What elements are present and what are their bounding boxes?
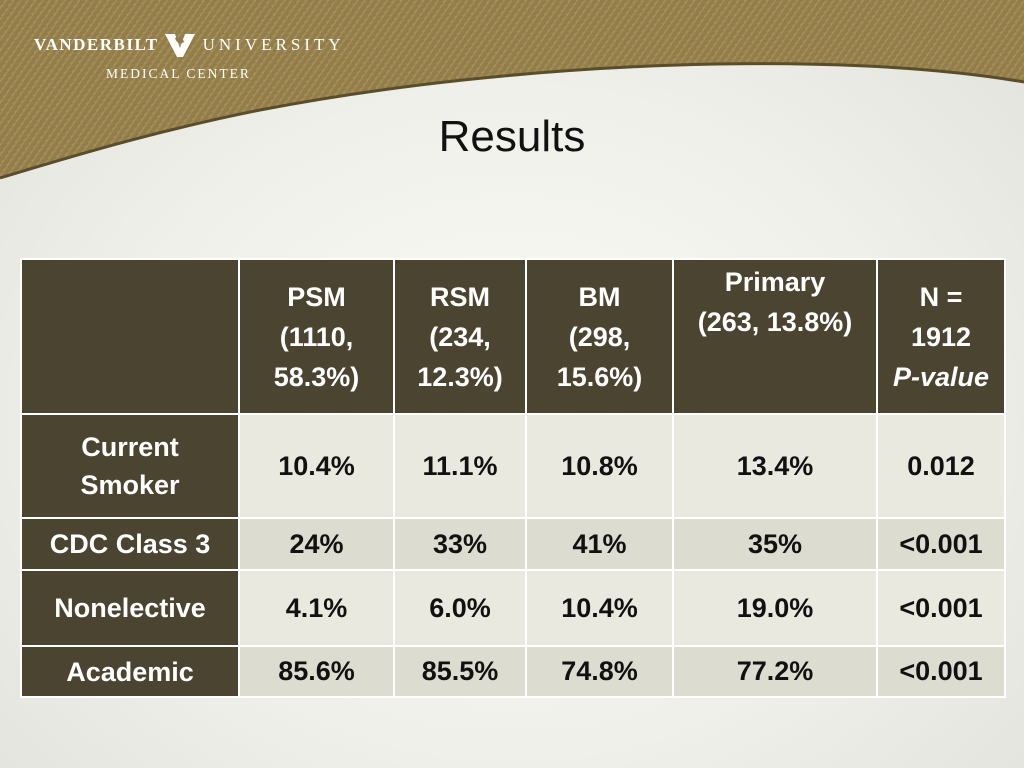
vanderbilt-logo: VANDERBILT UNIVERSITY MEDICAL CENTER	[34, 28, 341, 86]
table-header-row: PSM (1110, 58.3%) RSM (234, 12.3%) BM (2…	[20, 258, 1006, 415]
table-cell: 10.4%	[525, 569, 674, 647]
table-row: CDC Class 3 24% 33% 41% 35% <0.001	[20, 517, 1006, 571]
row-label-nonelective: Nonelective	[20, 569, 240, 647]
vanderbilt-v-oak-leaf-icon	[164, 34, 195, 57]
logo-subtitle: MEDICAL CENTER	[106, 66, 251, 81]
table-cell: 0.012	[876, 413, 1006, 519]
header-cell-psm: PSM (1110, 58.3%)	[238, 258, 395, 415]
logo-word-left: VANDERBILT	[34, 35, 159, 54]
table-cell: 74.8%	[525, 645, 674, 698]
header-cell-n-pvalue: N = 1912 P-value	[876, 258, 1006, 415]
table-cell: 85.6%	[238, 645, 395, 698]
table-cell: 24%	[238, 517, 395, 571]
header-cell-primary: Primary (263, 13.8%)	[672, 258, 878, 415]
row-label-academic: Academic	[20, 645, 240, 698]
table-row: Current Smoker 10.4% 11.1% 10.8% 13.4% 0…	[20, 413, 1006, 519]
table-cell: 35%	[672, 517, 878, 571]
table-row: Academic 85.6% 85.5% 74.8% 77.2% <0.001	[20, 645, 1006, 698]
results-table: PSM (1110, 58.3%) RSM (234, 12.3%) BM (2…	[20, 258, 1006, 698]
table-cell: 13.4%	[672, 413, 878, 519]
table-cell: 11.1%	[393, 413, 527, 519]
table-cell: <0.001	[876, 569, 1006, 647]
table-cell: 10.4%	[238, 413, 395, 519]
table-cell: 10.8%	[525, 413, 674, 519]
header-banner	[0, 0, 1024, 180]
table-cell: 41%	[525, 517, 674, 571]
table-cell: 4.1%	[238, 569, 395, 647]
table-cell: 85.5%	[393, 645, 527, 698]
table-cell: <0.001	[876, 517, 1006, 571]
header-cell-empty	[20, 258, 240, 415]
table-cell: 6.0%	[393, 569, 527, 647]
table-cell: 19.0%	[672, 569, 878, 647]
table-row: Nonelective 4.1% 6.0% 10.4% 19.0% <0.001	[20, 569, 1006, 647]
table-cell: <0.001	[876, 645, 1006, 698]
logo-word-right: UNIVERSITY	[202, 35, 345, 54]
header-cell-bm: BM (298, 15.6%)	[525, 258, 674, 415]
row-label-current-smoker: Current Smoker	[20, 413, 240, 519]
table-cell: 77.2%	[672, 645, 878, 698]
table-cell: 33%	[393, 517, 527, 571]
slide-title: Results	[438, 112, 586, 161]
header-cell-rsm: RSM (234, 12.3%)	[393, 258, 527, 415]
logo-wordmark: VANDERBILT UNIVERSITY	[34, 34, 345, 57]
row-label-cdc-class-3: CDC Class 3	[20, 517, 240, 571]
